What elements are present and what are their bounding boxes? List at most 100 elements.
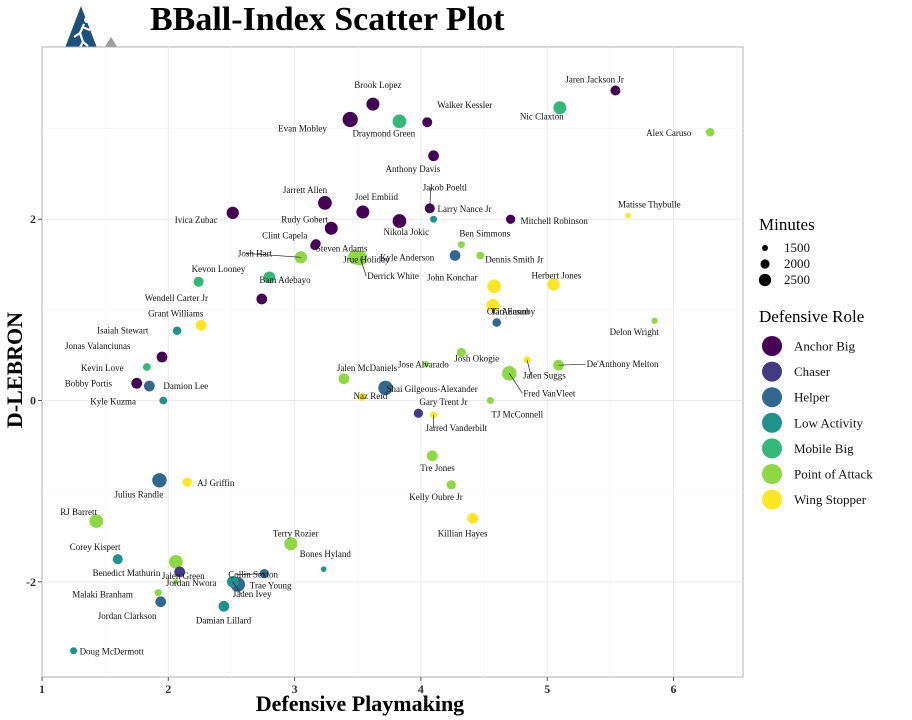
player-point: [318, 196, 332, 210]
player-label: Nikola Jokic: [383, 227, 429, 237]
player-label: Trae Young: [250, 581, 292, 591]
player-label: Damion Lee: [163, 381, 208, 391]
player-label: Steven Adams: [316, 244, 368, 254]
leader-line: [526, 359, 532, 376]
y-tick-label: -2: [26, 575, 36, 589]
player-label: Dennis Smith Jr: [485, 254, 543, 264]
x-axis-title: Defensive Playmaking: [256, 691, 464, 716]
player-label: Naz Reid: [354, 391, 388, 401]
player-point: [392, 214, 407, 228]
player-label: Bobby Portis: [65, 378, 113, 388]
player-point: [218, 600, 230, 612]
player-label: Jalen Suggs: [523, 371, 566, 381]
leader-line: [509, 373, 523, 394]
plot-panel: [41, 46, 744, 678]
role-legend-label: Anchor Big: [794, 339, 856, 354]
player-point: [356, 205, 370, 219]
leader-line: [359, 258, 367, 277]
leader-line: [245, 252, 301, 258]
player-label: Bones Hyland: [300, 549, 352, 559]
size-legend-title: Minutes: [759, 215, 815, 234]
player-label: Herbert Jones: [532, 270, 582, 280]
data-points: [70, 85, 715, 655]
size-legend-key: [758, 273, 772, 287]
player-point: [486, 397, 494, 405]
player-point: [456, 347, 466, 358]
leader-line: [236, 573, 265, 576]
axis-ticks: 1 2 3 4 5 6 -2 0 2: [26, 212, 677, 696]
player-label: Kyle Anderson: [380, 252, 435, 262]
player-point: [195, 319, 207, 331]
size-legend-label: 2500: [784, 272, 810, 287]
role-legend-key: [762, 387, 782, 408]
role-legend-label: Point of Attack: [794, 467, 873, 482]
size-legend-key: [760, 259, 770, 269]
player-label: Jordan Clarkson: [98, 611, 157, 621]
role-legend-key: [762, 412, 782, 433]
color-legend: Defensive Role Anchor Big Chaser Helper Low…: [759, 307, 873, 510]
player-point: [182, 477, 192, 487]
leader-line: [429, 187, 432, 209]
player-point: [320, 566, 327, 572]
x-tick-label: 3: [292, 682, 298, 696]
player-label: Kyle Kuzma: [90, 397, 136, 407]
player-point: [547, 278, 560, 291]
player-label: Tre Jones: [420, 463, 455, 473]
player-label: Corey Kispert: [70, 542, 121, 552]
player-point: [476, 251, 485, 260]
player-point: [152, 473, 167, 488]
player-point: [169, 555, 183, 569]
player-point: [172, 326, 182, 335]
player-label: Terry Rozier: [273, 529, 319, 539]
player-point: [428, 150, 439, 162]
player-point: [422, 361, 430, 368]
player-point: [392, 114, 407, 129]
player-point: [426, 450, 438, 462]
player-label: Ivica Zubac: [175, 215, 218, 225]
label-leader-lines: [232, 187, 586, 595]
player-label: Malaki Branham: [72, 590, 133, 600]
player-label: Jaden Ivey: [233, 589, 272, 599]
player-point: [467, 512, 479, 524]
player-point: [502, 366, 517, 381]
player-point: [553, 101, 567, 115]
player-point: [174, 566, 186, 578]
size-legend-key: [762, 245, 768, 251]
y-axis-title: D-LEBRON: [2, 312, 27, 428]
y-tick-label: 0: [30, 394, 36, 408]
x-tick-label: 1: [39, 682, 45, 696]
player-label: Doug McDermott: [80, 647, 145, 657]
player-label: Kelly Oubre Jr: [409, 492, 463, 502]
player-label: Jonas Valanciunas: [65, 341, 131, 351]
x-tick-label: 4: [418, 682, 424, 696]
player-label: AJ Griffin: [197, 478, 235, 488]
player-point: [310, 240, 320, 251]
player-point: [143, 380, 155, 392]
player-point: [705, 127, 715, 137]
player-label: Collin Sexton: [228, 570, 278, 580]
player-label: De'Anthony Melton: [587, 359, 659, 369]
color-legend-title: Defensive Role: [759, 307, 864, 326]
player-label: OG Anunoby: [487, 306, 536, 316]
size-legend-label: 2000: [784, 256, 810, 271]
chart-title: BBall-Index Scatter Plot: [150, 1, 505, 38]
player-point: [366, 97, 380, 111]
role-legend-key: [762, 464, 782, 484]
player-label: Killian Hayes: [438, 528, 488, 538]
x-tick-label: 2: [165, 682, 171, 696]
player-point: [487, 279, 502, 294]
role-legend-key: [762, 361, 782, 382]
player-point: [131, 377, 143, 389]
player-label: Anthony Davis: [386, 164, 441, 174]
player-point: [112, 554, 123, 565]
player-label: Jakob Poeltl: [423, 182, 468, 192]
player-label: Evan Mobley: [278, 124, 327, 134]
player-point: [142, 363, 151, 371]
player-label: Kevon Looney: [192, 264, 246, 274]
leader-line: [232, 581, 242, 595]
player-point: [378, 380, 393, 396]
player-label: Grant Williams: [148, 308, 204, 318]
player-label: Jarred Vanderbilt: [426, 423, 488, 433]
